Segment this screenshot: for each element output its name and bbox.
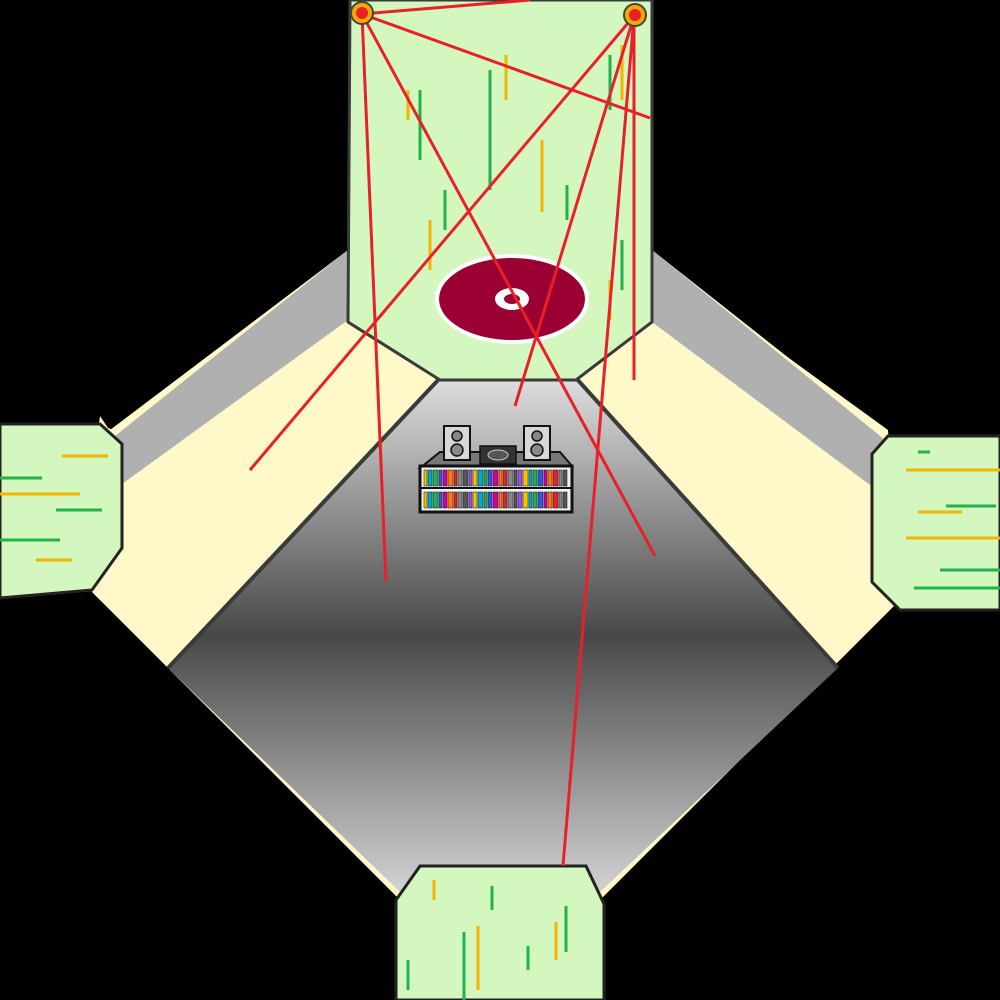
cd-spine [432, 491, 439, 509]
cd-spine [438, 491, 443, 509]
cd-spine [447, 469, 454, 487]
cd-row-bottom [423, 491, 568, 509]
cd-spine [442, 469, 448, 487]
cd-spine [492, 491, 499, 509]
cd-spine [457, 491, 463, 509]
cd-spine [492, 469, 499, 487]
cd-spine [543, 491, 548, 509]
cd-spine [427, 491, 433, 509]
stereo-cd-shelf[interactable] [417, 425, 575, 514]
cd-spine [558, 469, 563, 487]
speaker-left-icon [443, 425, 471, 461]
cd-spine [477, 469, 484, 487]
laser-beam [513, 15, 636, 407]
cd-spine [472, 491, 478, 509]
cd-spine [453, 491, 458, 509]
laser-beam [361, 0, 531, 16]
cd-spine [487, 491, 493, 509]
cd-spine [462, 469, 469, 487]
cd-spine [468, 469, 473, 487]
bullseye-target-icon[interactable] [435, 254, 589, 344]
cd-spine [528, 469, 533, 487]
cd-spine [517, 491, 523, 509]
cd-spine [537, 491, 544, 509]
cd-spine [502, 469, 508, 487]
cd-spine [558, 491, 563, 509]
cd-spine [532, 469, 538, 487]
laser-beam [561, 15, 636, 867]
floor [168, 378, 838, 892]
cd-spine [427, 469, 433, 487]
cd-spine [522, 469, 529, 487]
laser-beam [360, 13, 657, 557]
cd-spine [453, 469, 458, 487]
cd-spine [483, 491, 488, 509]
cd-spine [507, 469, 514, 487]
cd-spine [543, 469, 548, 487]
cd-spine [483, 469, 488, 487]
cd-row-top [423, 469, 568, 487]
cd-spine [547, 491, 553, 509]
laser-beam [361, 12, 651, 120]
laser-emitter-right[interactable] [623, 3, 647, 27]
cd-spine [513, 491, 518, 509]
cd-spine [477, 491, 484, 509]
laser-emitter-left[interactable] [350, 1, 374, 25]
cd-spine [562, 469, 568, 487]
cd-spine [528, 491, 533, 509]
cd-spine [432, 469, 439, 487]
cd-spine [462, 491, 469, 509]
laser-beam [248, 15, 636, 471]
floor-edge-left [166, 376, 442, 670]
wall-northwest [110, 250, 348, 484]
cd-spine [447, 491, 454, 509]
speaker-right-icon [523, 425, 551, 461]
cd-spine [472, 469, 478, 487]
south-doorway[interactable] [394, 864, 606, 1000]
cd-spine [532, 491, 538, 509]
cd-spine [423, 469, 428, 487]
cd-spine [498, 491, 503, 509]
cd-spine [457, 469, 463, 487]
cd-spine [502, 491, 508, 509]
cd-spine [562, 491, 568, 509]
cd-spine [552, 491, 559, 509]
cd-spine [522, 491, 529, 509]
doorway-streaks [0, 45, 1000, 1000]
cd-spine [487, 469, 493, 487]
cd-spine [498, 469, 503, 487]
laser-beams [248, 0, 657, 867]
east-doorway[interactable] [870, 434, 1000, 612]
laser-beam [360, 13, 388, 583]
wall-northeast [652, 250, 885, 485]
cd-spine [547, 469, 553, 487]
cd-spine [507, 491, 514, 509]
cd-spine [513, 469, 518, 487]
cd-spine [537, 469, 544, 487]
cd-spine [438, 469, 443, 487]
cd-spine [423, 491, 428, 509]
cd-spine [442, 491, 448, 509]
turntable-icon [479, 445, 517, 465]
floor-edge-right [574, 376, 840, 670]
cd-spine [468, 491, 473, 509]
cd-spine [517, 469, 523, 487]
cd-spine [552, 469, 559, 487]
